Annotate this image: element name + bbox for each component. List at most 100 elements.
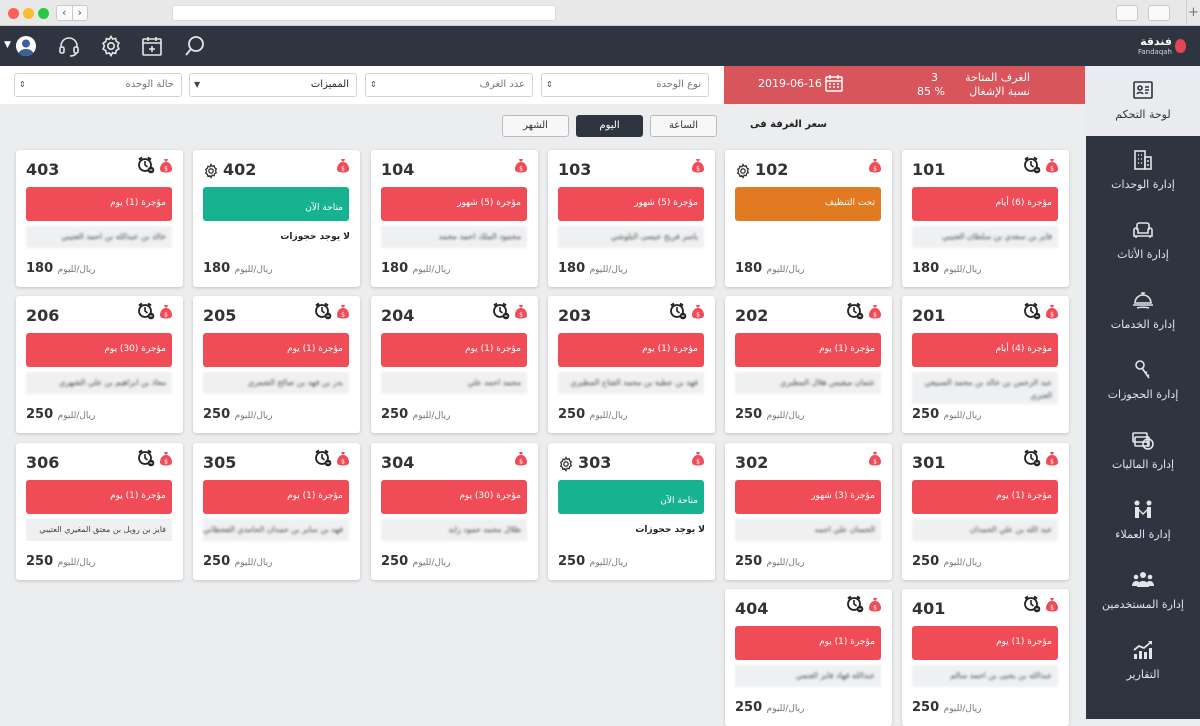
room-status-bar[interactable]: تحت التنظيف [735,187,881,221]
money-bag-icon[interactable]: $ [868,304,882,319]
forward-icon[interactable]: › [77,6,82,19]
room-status-bar[interactable]: مؤجرة (1) يوم [912,626,1058,660]
room-status-bar[interactable]: مؤجرة (1) يوم [26,480,172,514]
room-card[interactable]: 205 $ مؤجرة (1) يوم بدر بن فهد بن صالح الشم… [193,296,360,433]
sidebar-item-finance[interactable]: إدارة الماليات [1086,416,1200,486]
address-bar[interactable] [172,5,556,21]
room-status-bar[interactable]: متاحة الآن [558,480,704,514]
settings-gear-icon[interactable] [735,163,751,179]
alarm-clock-icon[interactable] [669,302,687,320]
sidebar-item-users[interactable]: إدارة المستخدمين [1086,556,1200,626]
alarm-clock-icon[interactable] [137,302,155,320]
sidebar-item-customers[interactable]: إدارة العملاء [1086,486,1200,556]
close-window-button[interactable] [8,8,19,19]
support-headset-icon[interactable] [57,34,81,58]
money-bag-icon[interactable]: $ [691,451,705,466]
calendar-add-icon[interactable] [140,34,164,58]
minimize-window-button[interactable] [23,8,34,19]
sidebar-item-dashboard[interactable]: لوحة التحكم [1086,66,1200,136]
room-status-bar[interactable]: مؤجرة (1) يوم [203,333,349,367]
room-count-select[interactable]: ⇕ عدد الغرف [365,73,533,97]
room-card[interactable]: 305 $ مؤجرة (1) يوم فهد بن ساير بن حمدان ال… [193,443,360,580]
price-day-button[interactable]: اليوم [576,115,643,137]
money-bag-icon[interactable]: $ [868,597,882,612]
sidebar-item-bookings[interactable]: إدارة الحجوزات [1086,346,1200,416]
room-card[interactable]: 401 $ مؤجرة (1) يوم عبدالله بن يحيى بن احمد… [902,589,1069,726]
money-bag-icon[interactable]: $ [1045,158,1059,173]
money-bag-icon[interactable]: $ [336,304,350,319]
room-status-bar[interactable]: مؤجرة (30) يوم [381,480,527,514]
room-status-bar[interactable]: مؤجرة (1) يوم [558,333,704,367]
room-card[interactable]: 101 $ مؤجرة (6) أيام فايز بن سعدي بن سلطان … [902,150,1069,287]
room-card[interactable]: 103 $ مؤجرة (5) شهور ياسر فريح عيسى البلوشي… [548,150,715,287]
room-status-bar[interactable]: مؤجرة (1) يوم [912,480,1058,514]
settings-gear-icon[interactable] [99,34,123,58]
alarm-clock-icon[interactable] [846,595,864,613]
sidebar-item-services[interactable]: إدارة الخدمات [1086,276,1200,346]
new-tab-button[interactable]: + [1186,0,1200,26]
room-status-bar[interactable]: مؤجرة (1) يوم [735,333,881,367]
room-card[interactable]: 304 $ مؤجرة (30) يوم طلال محمد حمود زايد 250… [371,443,538,580]
share-button[interactable] [1116,5,1138,21]
sidebar-item-reports[interactable]: التقارير [1086,626,1200,696]
room-status-bar[interactable]: مؤجرة (30) يوم [26,333,172,367]
money-bag-icon[interactable]: $ [868,451,882,466]
alarm-clock-icon[interactable] [1023,449,1041,467]
room-status-bar[interactable]: مؤجرة (5) شهور [558,187,704,221]
money-bag-icon[interactable]: $ [514,158,528,173]
room-card[interactable]: 202 $ مؤجرة (1) يوم عثمان ميقيس هلال المطير… [725,296,892,433]
room-card[interactable]: 104 $ مؤجرة (5) شهور محمود الملك احمد محمد 1… [371,150,538,287]
price-hour-button[interactable]: الساعة [650,115,717,137]
room-card[interactable]: 402 $ متاحة الآن لا يوجد حجوزات 180 ريال/للي… [193,150,360,287]
room-card[interactable]: 404 $ مؤجرة (1) يوم عبدالله فهاد فايز العنم… [725,589,892,726]
room-card[interactable]: 204 $ مؤجرة (1) يوم محمد احمد علي 250 ريال/ل… [371,296,538,433]
money-bag-icon[interactable]: $ [336,158,350,173]
money-bag-icon[interactable]: $ [691,304,705,319]
calendar-icon[interactable] [824,73,844,93]
alarm-clock-icon[interactable] [1023,156,1041,174]
money-bag-icon[interactable]: $ [1045,304,1059,319]
chevron-down-icon[interactable]: ▼ [4,40,11,50]
alarm-clock-icon[interactable] [1023,302,1041,320]
features-select[interactable]: ▼ المميزات [189,73,357,97]
room-card[interactable]: 201 $ مؤجرة (4) أيام عبد الرحمن بن خالد بن … [902,296,1069,433]
room-status-bar[interactable]: مؤجرة (3) شهور [735,480,881,514]
back-icon[interactable]: ‹ [57,6,73,20]
room-status-bar[interactable]: مؤجرة (1) يوم [26,187,172,221]
room-status-bar[interactable]: مؤجرة (6) أيام [912,187,1058,221]
settings-gear-icon[interactable] [203,163,219,179]
room-card[interactable]: 302 $ مؤجرة (3) شهور الحسان علي احمد 250 ريا… [725,443,892,580]
alarm-clock-icon[interactable] [137,156,155,174]
money-bag-icon[interactable]: $ [1045,597,1059,612]
alarm-clock-icon[interactable] [846,302,864,320]
avatar[interactable] [16,36,36,56]
money-bag-icon[interactable]: $ [159,451,173,466]
room-status-bar[interactable]: متاحة الآن [203,187,349,221]
unit-type-select[interactable]: ⇕ نوع الوحدة [541,73,709,97]
money-bag-icon[interactable]: $ [336,451,350,466]
money-bag-icon[interactable]: $ [159,304,173,319]
settings-gear-icon[interactable] [558,456,574,472]
search-icon[interactable] [183,34,207,58]
room-card[interactable]: 301 $ مؤجرة (1) يوم عبد الله بن علي الحمدان… [902,443,1069,580]
room-card[interactable]: 102 $ تحت التنظيف 180 ريال/لليوم [725,150,892,287]
alarm-clock-icon[interactable] [314,302,332,320]
room-card[interactable]: 306 $ مؤجرة (1) يوم فايز بن رويل بن معتق ال… [16,443,183,580]
alarm-clock-icon[interactable] [1023,595,1041,613]
alarm-clock-icon[interactable] [492,302,510,320]
unit-status-select[interactable]: ⇕ حالة الوحدة [14,73,182,97]
tabs-button[interactable] [1148,5,1170,21]
price-month-button[interactable]: الشهر [502,115,569,137]
alarm-clock-icon[interactable] [137,449,155,467]
room-status-bar[interactable]: مؤجرة (1) يوم [735,626,881,660]
room-status-bar[interactable]: مؤجرة (4) أيام [912,333,1058,367]
maximize-window-button[interactable] [38,8,49,19]
sidebar-item-furniture[interactable]: إدارة الأثاث [1086,206,1200,276]
money-bag-icon[interactable]: $ [514,304,528,319]
money-bag-icon[interactable]: $ [868,158,882,173]
room-status-bar[interactable]: مؤجرة (1) يوم [381,333,527,367]
room-card[interactable]: 303 $ متاحة الآن لا يوجد حجوزات 250 ريال/للي… [548,443,715,580]
room-status-bar[interactable]: مؤجرة (5) شهور [381,187,527,221]
room-status-bar[interactable]: مؤجرة (1) يوم [203,480,349,514]
money-bag-icon[interactable]: $ [159,158,173,173]
